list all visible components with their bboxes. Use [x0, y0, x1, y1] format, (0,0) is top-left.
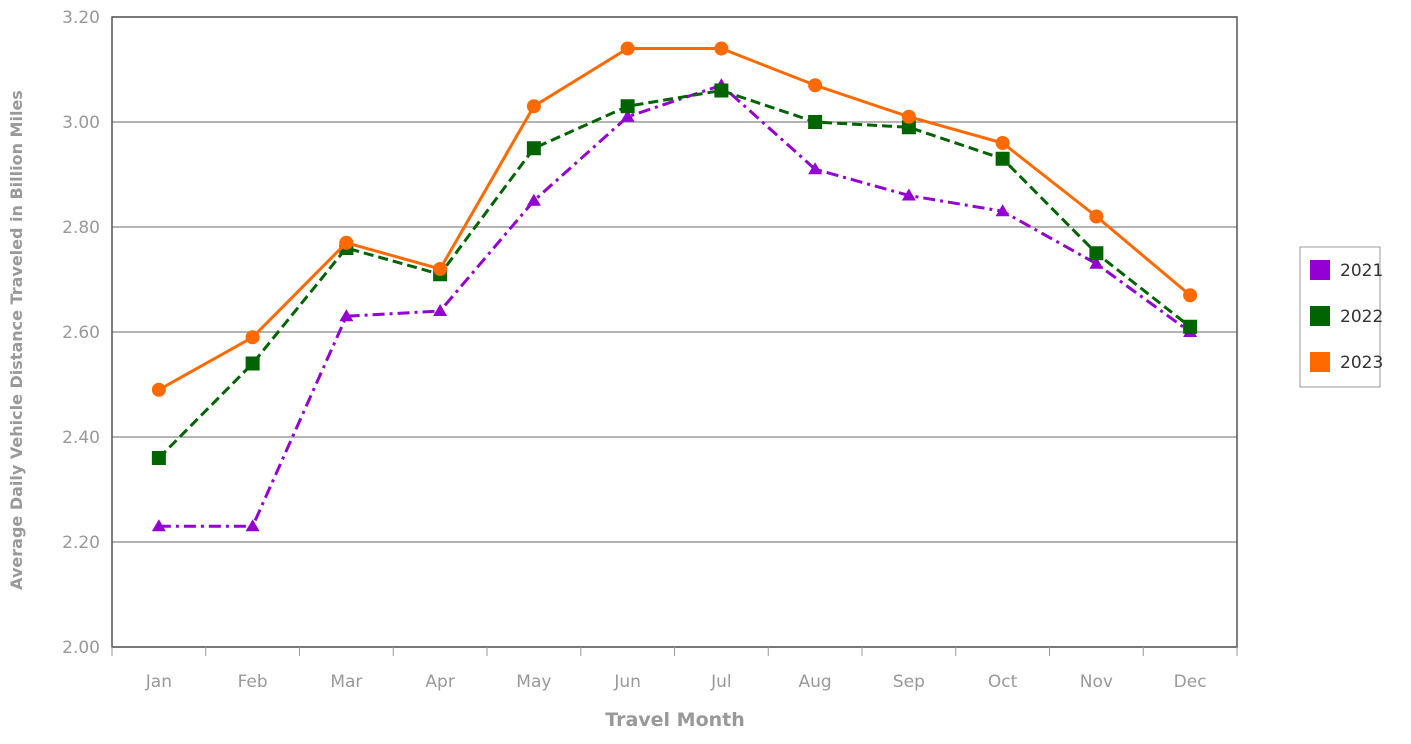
x-tick-label: Aug — [799, 672, 832, 692]
legend-swatch — [1310, 306, 1330, 326]
data-point — [620, 109, 635, 122]
x-tick-label: Feb — [238, 672, 268, 692]
data-point — [714, 41, 729, 56]
data-point — [901, 188, 916, 201]
data-point — [245, 330, 260, 345]
legend-label: 2023 — [1340, 353, 1383, 373]
data-point — [245, 356, 260, 371]
legend-swatch — [1310, 260, 1330, 280]
data-point — [995, 204, 1010, 217]
data-point — [526, 99, 541, 114]
x-axis-label: Travel Month — [605, 709, 745, 731]
x-tick-label: Jun — [613, 672, 641, 692]
data-point — [526, 193, 541, 206]
data-point — [339, 309, 354, 322]
data-point — [151, 382, 166, 397]
data-point — [151, 451, 166, 465]
legend-label: 2022 — [1340, 307, 1383, 327]
data-point — [526, 141, 541, 156]
y-tick-label: 2.60 — [62, 323, 100, 343]
y-tick-label: 3.00 — [62, 113, 100, 133]
y-tick-label: 2.80 — [62, 218, 100, 238]
data-point — [995, 151, 1010, 166]
data-point — [1183, 319, 1198, 334]
x-tick-label: May — [516, 672, 551, 692]
data-point — [1089, 209, 1104, 224]
y-tick-label: 3.20 — [62, 8, 100, 28]
legend-swatch — [1310, 352, 1330, 372]
data-point — [339, 235, 354, 250]
data-point — [620, 99, 635, 114]
data-point — [1089, 256, 1104, 269]
series-line — [158, 47, 1192, 392]
x-tick-label: Oct — [988, 672, 1018, 692]
data-point — [620, 41, 635, 56]
data-point — [808, 78, 823, 93]
data-point — [901, 120, 916, 135]
data-point — [901, 109, 916, 124]
x-tick-label: Nov — [1080, 672, 1113, 692]
series-line — [157, 88, 1192, 460]
y-tick-label: 2.20 — [62, 533, 100, 553]
y-tick-label: 2.00 — [62, 638, 100, 658]
data-point — [714, 83, 729, 98]
x-tick-label: Apr — [425, 672, 454, 692]
x-tick-label: Jan — [145, 672, 172, 692]
data-point — [1089, 246, 1104, 261]
series-line — [158, 83, 1192, 528]
data-point — [995, 136, 1010, 150]
data-point — [808, 115, 823, 129]
x-tick-label: Jul — [710, 672, 732, 692]
data-point — [433, 304, 448, 316]
data-point — [245, 519, 260, 532]
data-point — [808, 162, 823, 175]
data-point — [433, 262, 448, 276]
y-axis-label: Average Daily Vehicle Distance Traveled … — [7, 90, 26, 590]
legend-label: 2021 — [1340, 261, 1383, 281]
data-point — [151, 519, 166, 532]
data-point — [1183, 288, 1198, 303]
x-tick-label: Mar — [330, 672, 362, 692]
x-tick-label: Dec — [1174, 672, 1207, 692]
x-tick-label: Sep — [893, 672, 925, 692]
y-tick-label: 2.40 — [62, 428, 100, 448]
